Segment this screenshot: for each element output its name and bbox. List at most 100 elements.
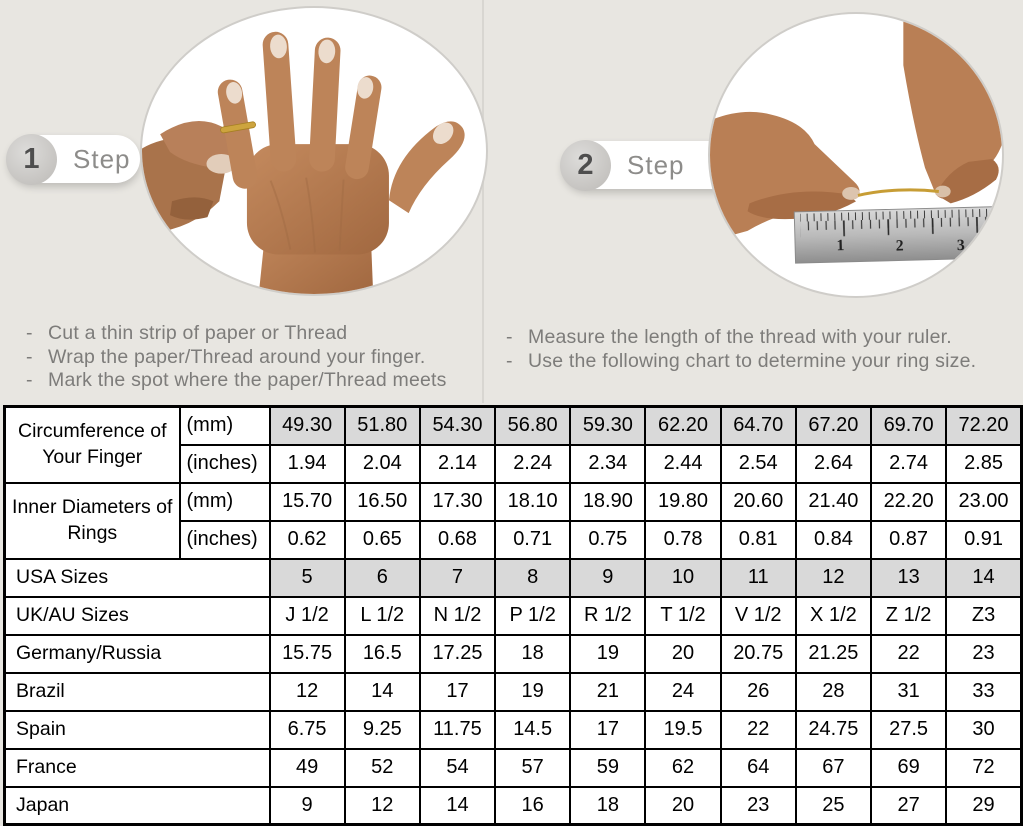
size-value-cell: 9: [569, 557, 647, 598]
unit-label: (mm): [178, 405, 271, 446]
size-value-cell: 67: [794, 747, 873, 788]
row-label: Spain: [3, 709, 271, 750]
size-value-cell: 27: [869, 785, 948, 826]
size-value-cell: 0.62: [268, 519, 346, 560]
bullet-dash: -: [506, 326, 513, 348]
step2-number: 2: [560, 139, 611, 191]
size-value-cell: 21: [569, 671, 647, 712]
size-value-cell: 2.85: [945, 443, 1023, 484]
size-value-cell: 2.44: [644, 443, 722, 484]
size-value-cell: 12: [268, 671, 346, 712]
right-pinching-hand: [903, 14, 1002, 204]
size-value-cell: 0.91: [945, 519, 1023, 560]
size-value-cell: 19: [494, 671, 572, 712]
ruler-number-2: 2: [896, 237, 904, 254]
step2-instructions: - Measure the length of the thread with …: [506, 326, 976, 373]
size-value-cell: 2.04: [343, 443, 421, 484]
size-value-cell: 72.20: [945, 405, 1023, 446]
size-value-cell: 8: [494, 557, 572, 598]
size-value-cell: 20.75: [719, 633, 797, 674]
ruler-illustration: 1 2 3: [793, 205, 1002, 264]
size-value-cell: 13: [869, 557, 948, 598]
bullet-dash: -: [26, 345, 33, 368]
size-value-cell: 0.87: [869, 519, 948, 560]
size-value-cell: 24.75: [794, 709, 873, 750]
size-value-cell: 14: [343, 671, 421, 712]
size-value-cell: 14: [945, 557, 1023, 598]
ring-size-table: Circumference of Your Finger (mm) 49.30 51.…: [3, 405, 1023, 826]
size-value-cell: Z 1/2: [869, 595, 948, 636]
bullet-dash: -: [506, 349, 513, 372]
instruction-line: - Cut a thin strip of paper or Thread: [26, 322, 447, 346]
instruction-text: Cut a thin strip of paper or Thread: [48, 322, 348, 344]
fingernails: [226, 34, 454, 144]
size-value-cell: 69.70: [869, 405, 948, 446]
table-row: USA Sizes 5 6 7 8 9 10 11 12 13 14: [3, 557, 1023, 598]
unit-label: (mm): [178, 481, 271, 522]
size-value-cell: 5: [268, 557, 346, 598]
size-value-cell: 23.00: [945, 481, 1023, 522]
size-value-cell: Z3: [945, 595, 1023, 636]
size-value-cell: 14.5: [494, 709, 572, 750]
table-row: UK/AU Sizes J 1/2 L 1/2 N 1/2 P 1/2 R 1/2 T 1/…: [3, 595, 1023, 636]
size-value-cell: 0.75: [569, 519, 647, 560]
pinching-hand: [142, 120, 237, 234]
row-label: UK/AU Sizes: [3, 595, 271, 636]
size-value-cell: 64: [719, 747, 797, 788]
size-value-cell: 6.75: [268, 709, 346, 750]
size-value-cell: 59: [569, 747, 647, 788]
row-label: Brazil: [3, 671, 271, 712]
size-value-cell: 20.60: [719, 481, 797, 522]
table-row: (inches) 1.94 2.04 2.14 2.24 2.34 2.44 2.54 2.64…: [5, 443, 1023, 484]
size-value-cell: 2.14: [418, 443, 497, 484]
size-value-cell: 28: [794, 671, 873, 712]
size-value-cell: 23: [719, 785, 797, 826]
table-row: France 49 52 54 57 59 62 64 67 69 72: [3, 747, 1023, 788]
size-value-cell: L 1/2: [343, 595, 421, 636]
size-value-cell: 0.71: [494, 519, 572, 560]
size-value-cell: 17.25: [418, 633, 497, 674]
row-label: France: [3, 747, 271, 788]
size-value-cell: 2.64: [794, 443, 873, 484]
size-value-cell: 69: [869, 747, 948, 788]
bullet-dash: -: [26, 322, 33, 344]
size-value-cell: 49.30: [268, 405, 346, 446]
size-value-cell: 56.80: [494, 405, 572, 446]
size-value-cell: 57: [494, 747, 572, 788]
size-value-cell: N 1/2: [418, 595, 497, 636]
table-row: Circumference of Your Finger (mm) 49.30 51.…: [3, 405, 1023, 484]
size-value-cell: 22: [719, 709, 797, 750]
size-value-cell: 15.70: [268, 481, 346, 522]
size-value-cell: P 1/2: [494, 595, 572, 636]
row-label: Germany/Russia: [3, 633, 271, 674]
size-value-cell: 12: [794, 557, 873, 598]
size-value-cell: 54: [418, 747, 497, 788]
size-value-cell: 18: [569, 785, 647, 826]
size-value-cell: 6: [343, 557, 421, 598]
size-value-cell: 16: [494, 785, 572, 826]
size-value-cell: X 1/2: [794, 595, 873, 636]
table-row: (inches) 0.62 0.65 0.68 0.71 0.75 0.78 0.81 0.84…: [5, 519, 1023, 560]
unit-label: (inches): [178, 443, 271, 484]
size-value-cell: 31: [869, 671, 948, 712]
size-value-cell: 18.90: [569, 481, 647, 522]
size-value-cell: 17: [418, 671, 497, 712]
hand-with-thread-around-finger-icon: [142, 31, 465, 294]
size-value-cell: 11.75: [418, 709, 497, 750]
size-value-cell: 7: [418, 557, 497, 598]
size-value-cell: 20: [644, 785, 722, 826]
size-value-cell: 11: [719, 557, 797, 598]
instruction-line: - Wrap the paper/Thread around your fing…: [26, 346, 447, 370]
unit-label: (inches): [178, 519, 271, 560]
size-value-cell: 29: [945, 785, 1023, 826]
size-value-cell: 21.40: [794, 481, 873, 522]
size-value-cell: 14: [418, 785, 497, 826]
size-value-cell: 52: [343, 747, 421, 788]
table-row: Japan 9 12 14 16 18 20 23 25 27 29: [3, 785, 1023, 826]
size-value-cell: 12: [343, 785, 421, 826]
size-value-cell: 0.65: [343, 519, 421, 560]
size-value-cell: 0.84: [794, 519, 873, 560]
step2-photo: 1 2 3: [708, 12, 1004, 298]
table-row: Inner Diameters of Rings (mm) 15.70 16.50 17…: [3, 481, 1023, 560]
